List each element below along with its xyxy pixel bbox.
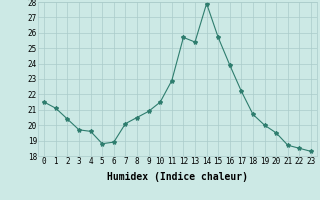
X-axis label: Humidex (Indice chaleur): Humidex (Indice chaleur)	[107, 172, 248, 182]
